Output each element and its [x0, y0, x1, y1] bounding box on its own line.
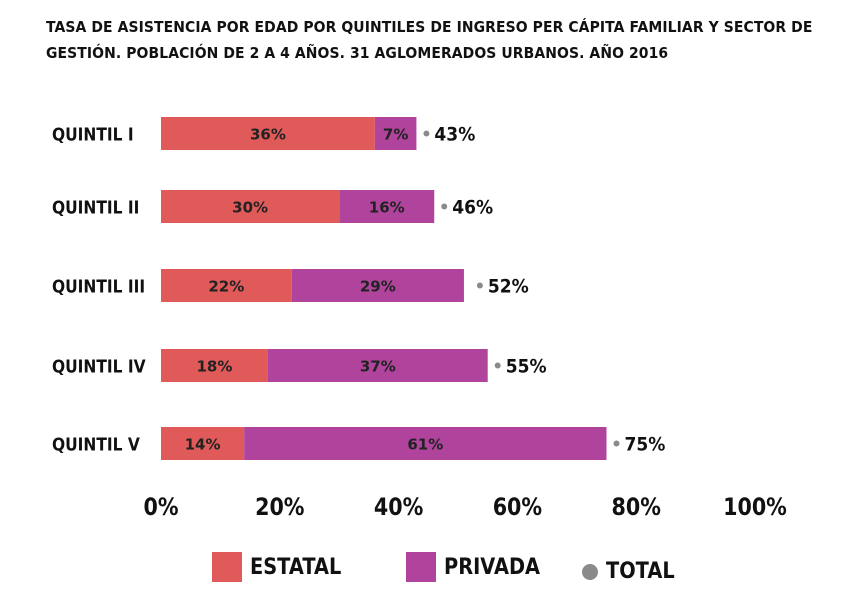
chart-title-line-2: GESTIÓN. POBLACIÓN DE 2 A 4 AÑOS. 31 AGL… — [46, 44, 669, 62]
bar-privada-q3 — [291, 269, 464, 302]
bar-estatal-q5 — [161, 427, 245, 460]
total-marker-q1 — [423, 130, 430, 137]
bar-label-estatal-q2: 30% — [232, 199, 268, 217]
category-label-q4: QUINTIL IV — [52, 355, 146, 376]
legend-item-estatal: ESTATAL — [212, 552, 354, 582]
category-label-q1: QUINTIL I — [52, 123, 134, 144]
bar-privada-q2 — [339, 190, 435, 223]
x-tick-label-40: 40% — [374, 494, 423, 522]
legend-swatch-estatal — [212, 552, 242, 582]
bar-estatal-q3 — [161, 269, 292, 302]
chart-legend: ESTATAL PRIVADA TOTAL — [0, 552, 850, 592]
legend-label-estatal: ESTATAL — [250, 554, 342, 580]
bar-privada-q4 — [267, 349, 488, 382]
bar-estatal-q1 — [161, 117, 375, 150]
total-marker-q2 — [441, 203, 448, 210]
x-tick-label-60: 60% — [493, 494, 542, 522]
category-label-q2: QUINTIL II — [52, 196, 139, 217]
legend-item-total: TOTAL — [582, 559, 684, 584]
bar-privada-q5 — [244, 427, 607, 460]
total-marker-q3 — [476, 282, 483, 289]
total-label-q5: 75% — [625, 434, 666, 456]
legend-label-total: TOTAL — [606, 559, 675, 584]
bar-label-estatal-q1: 36% — [250, 126, 286, 144]
x-tick-label-100: 100% — [723, 494, 787, 522]
x-tick-label-20: 20% — [255, 494, 304, 522]
total-label-q4: 55% — [506, 356, 547, 378]
category-label-q3: QUINTIL III — [52, 275, 145, 296]
bar-estatal-q2 — [161, 190, 340, 223]
bar-estatal-q4 — [161, 349, 268, 382]
bar-label-privada-q5: 61% — [407, 436, 443, 454]
bar-label-privada-q1: 7% — [383, 126, 408, 144]
total-label-q2: 46% — [452, 197, 493, 219]
bar-label-estatal-q5: 14% — [185, 436, 221, 454]
x-tick-label-80: 80% — [612, 494, 661, 522]
bar-label-estatal-q4: 18% — [197, 358, 233, 376]
total-label-q1: 43% — [434, 124, 475, 146]
legend-item-privada: PRIVADA — [406, 552, 553, 582]
total-marker-q4 — [494, 362, 501, 369]
chart-title-line-1: TASA DE ASISTENCIA POR EDAD POR QUINTILE… — [46, 18, 813, 36]
legend-label-privada: PRIVADA — [444, 554, 541, 580]
bar-label-privada-q3: 29% — [360, 278, 396, 296]
category-label-q5: QUINTIL V — [52, 433, 140, 454]
bar-privada-q1 — [374, 117, 417, 150]
bar-label-estatal-q3: 22% — [208, 278, 244, 296]
total-marker-q5 — [613, 440, 620, 447]
total-label-q3: 52% — [488, 276, 529, 298]
x-tick-label-0: 0% — [143, 494, 178, 522]
chart-title: TASA DE ASISTENCIA POR EDAD POR QUINTILE… — [46, 14, 813, 66]
legend-dot-total — [582, 563, 598, 580]
legend-swatch-privada — [406, 552, 436, 582]
bar-label-privada-q2: 16% — [369, 199, 405, 217]
bar-label-privada-q4: 37% — [360, 358, 396, 376]
